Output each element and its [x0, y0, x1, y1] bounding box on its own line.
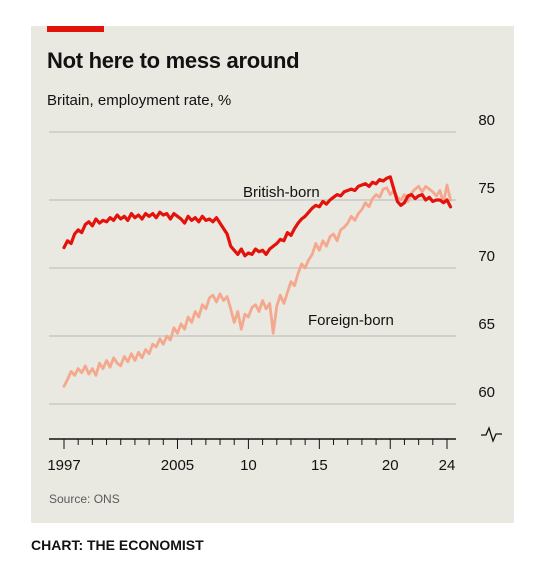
x-tick-label-15: 15 — [311, 457, 328, 474]
series-line-foreign-born — [62, 183, 452, 388]
series-line-british-born — [62, 175, 453, 258]
x-tick-label-24: 24 — [439, 457, 456, 474]
chart-source: Source: ONS — [49, 492, 120, 506]
x-tick-label-2005: 2005 — [161, 457, 194, 474]
y-tick-label-70: 70 — [478, 248, 495, 265]
series-label-british-born: British-born — [243, 184, 320, 201]
series-label-foreign-born: Foreign-born — [308, 312, 394, 329]
chart-title: Not here to mess around — [47, 48, 300, 73]
accent-bar — [47, 26, 104, 32]
x-tick-label-10: 10 — [240, 457, 257, 474]
chart-panel: Not here to mess around Britain, employm… — [31, 26, 514, 523]
x-tick-label-20: 20 — [382, 457, 399, 474]
y-tick-label-60: 60 — [478, 384, 495, 401]
chart-credit: CHART: THE ECONOMIST — [31, 537, 204, 553]
y-tick-label-75: 75 — [478, 180, 495, 197]
chart-plot: 60 65 70 75 80 1997 2005 10 15 20 24 British-born Fo… — [47, 112, 502, 474]
axis-break-icon — [481, 426, 502, 443]
y-tick-label-65: 65 — [478, 316, 495, 333]
x-tick-label-1997: 1997 — [47, 457, 80, 474]
y-tick-label-80: 80 — [478, 112, 495, 129]
chart-subtitle: Britain, employment rate, % — [47, 92, 232, 109]
